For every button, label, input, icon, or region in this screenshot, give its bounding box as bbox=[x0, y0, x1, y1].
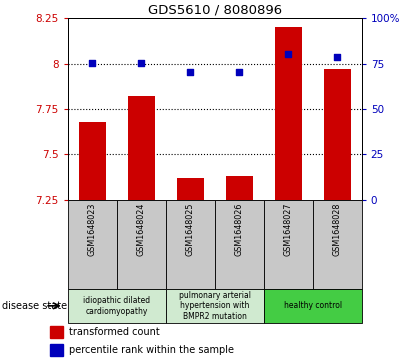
Bar bbox=[79, 122, 106, 200]
Bar bbox=[166, 200, 215, 289]
Text: healthy control: healthy control bbox=[284, 301, 342, 310]
Bar bbox=[68, 289, 166, 323]
Bar bbox=[166, 289, 264, 323]
Bar bbox=[313, 200, 362, 289]
Bar bbox=[226, 176, 253, 200]
Bar bbox=[275, 27, 302, 200]
Bar bbox=[324, 69, 351, 200]
Point bbox=[285, 52, 291, 57]
Text: disease state: disease state bbox=[2, 301, 67, 311]
Text: percentile rank within the sample: percentile rank within the sample bbox=[69, 345, 234, 355]
Text: pulmonary arterial
hypertension with
BMPR2 mutation: pulmonary arterial hypertension with BMP… bbox=[179, 291, 251, 321]
Text: idiopathic dilated
cardiomyopathy: idiopathic dilated cardiomyopathy bbox=[83, 296, 150, 315]
Point bbox=[187, 69, 194, 75]
Text: GSM1648026: GSM1648026 bbox=[235, 202, 244, 256]
Bar bbox=[117, 200, 166, 289]
Bar bbox=[128, 96, 155, 200]
Bar bbox=[264, 200, 313, 289]
Text: GSM1648023: GSM1648023 bbox=[88, 202, 97, 256]
Point bbox=[236, 69, 242, 75]
Text: transformed count: transformed count bbox=[69, 327, 160, 337]
Text: GSM1648027: GSM1648027 bbox=[284, 202, 293, 256]
Text: GSM1648025: GSM1648025 bbox=[186, 202, 195, 256]
Point bbox=[89, 60, 96, 66]
Bar bbox=[68, 200, 117, 289]
Title: GDS5610 / 8080896: GDS5610 / 8080896 bbox=[148, 4, 282, 17]
Point bbox=[138, 60, 145, 66]
Bar bbox=[215, 200, 264, 289]
Point bbox=[334, 54, 340, 60]
Text: GSM1648024: GSM1648024 bbox=[137, 202, 146, 256]
Bar bbox=[177, 178, 204, 200]
Bar bbox=[264, 289, 362, 323]
Bar bbox=[51, 344, 63, 356]
Bar bbox=[51, 326, 63, 338]
Text: GSM1648028: GSM1648028 bbox=[332, 202, 342, 256]
